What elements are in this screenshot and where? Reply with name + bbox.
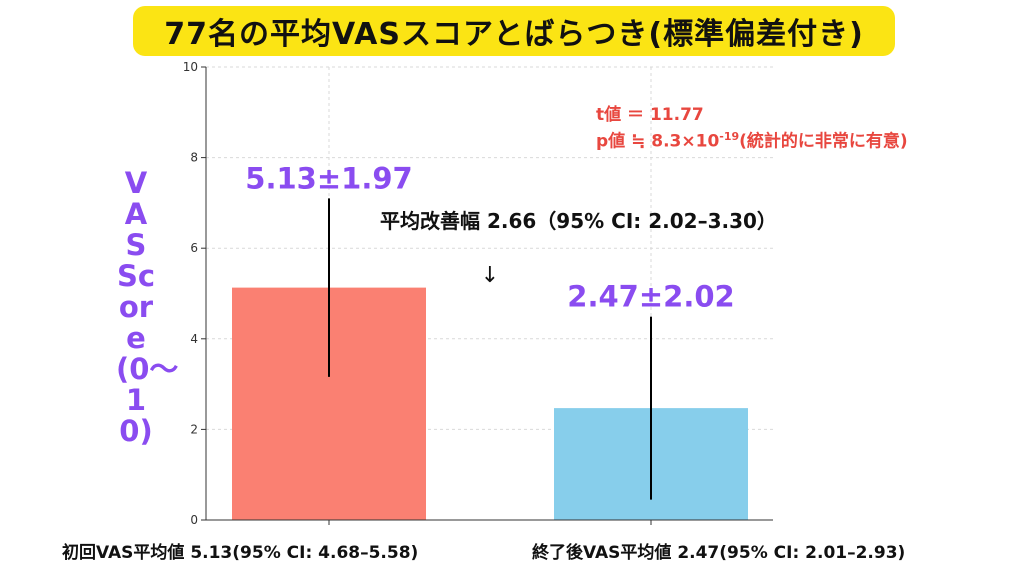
y-tick-label-8: 8 bbox=[190, 151, 198, 165]
title-banner: 77名の平均VASスコアとばらつき(標準偏差付き) bbox=[133, 6, 895, 56]
y-axis-label: VAS Score(0〜10) bbox=[116, 166, 179, 448]
y-tick-label-10: 10 bbox=[183, 60, 198, 74]
improvement-annotation: 平均改善幅 2.66（95% CI: 2.02–3.30） bbox=[380, 209, 777, 233]
labels-layer: 5.13±1.97 2.47±2.02 bbox=[245, 161, 734, 313]
p-value-suffix: (統計的に非常に有意) bbox=[739, 131, 908, 152]
p-value-prefix: p値 ≒ 8.3×10 bbox=[596, 131, 720, 152]
down-arrow-icon: ↓ bbox=[481, 263, 499, 288]
p-value-exponent: -19 bbox=[719, 130, 740, 143]
y-tick-label-0: 0 bbox=[190, 513, 198, 527]
y-tick-label-2: 2 bbox=[190, 422, 198, 436]
value-label-1: 5.13±1.97 bbox=[245, 161, 412, 195]
axes: 0 2 4 6 8 10 bbox=[183, 60, 773, 527]
initial-mean-label: 初回VAS平均値 5.13(95% CI: 4.68–5.58) bbox=[62, 543, 419, 563]
p-value: p値 ≒ 8.3×10-19(統計的に非常に有意) bbox=[596, 126, 908, 153]
t-value: t値 ＝ 11.77 bbox=[596, 105, 704, 125]
value-label-2: 2.47±2.02 bbox=[567, 280, 734, 314]
y-tick-label-4: 4 bbox=[190, 332, 198, 346]
statistics-box: t値 ＝ 11.77 p値 ≒ 8.3×10-19(統計的に非常に有意) bbox=[596, 104, 908, 153]
chart-title: 77名の平均VASスコアとばらつき(標準偏差付き) bbox=[164, 17, 864, 52]
bars-layer bbox=[232, 198, 748, 520]
y-tick-label-6: 6 bbox=[190, 241, 198, 255]
final-mean-label: 終了後VAS平均値 2.47(95% CI: 2.01–2.93) bbox=[532, 543, 906, 563]
